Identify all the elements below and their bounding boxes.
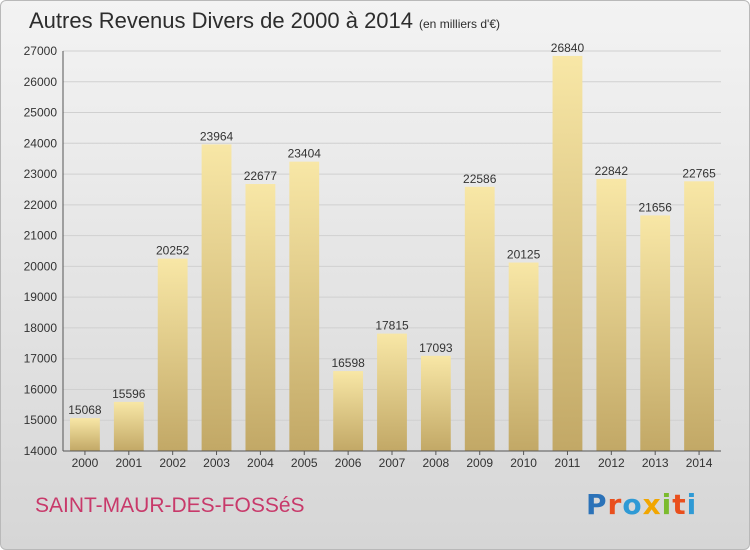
logo-letter: o xyxy=(622,488,643,521)
x-tick-label: 2008 xyxy=(423,456,450,470)
chart-unit: (en milliers d'€) xyxy=(419,17,500,31)
bar-2006 xyxy=(333,371,364,451)
x-tick-label: 2000 xyxy=(72,456,99,470)
y-tick-label: 18000 xyxy=(24,321,58,335)
data-label-2002: 20252 xyxy=(156,244,190,258)
y-tick-label: 25000 xyxy=(24,106,58,120)
y-tick-label: 16000 xyxy=(24,382,58,396)
bars: 15068 15596 20252 23964 22677 23404 16598 17815… xyxy=(68,41,716,452)
data-label-2003: 23964 xyxy=(200,129,234,143)
bar-2003 xyxy=(201,144,232,451)
bar-2005 xyxy=(289,161,320,451)
x-tick-label: 2001 xyxy=(115,456,142,470)
y-tick-label: 23000 xyxy=(24,167,58,181)
chart-title: Autres Revenus Divers de 2000 à 2014 (en … xyxy=(29,8,500,34)
y-tick-label: 19000 xyxy=(24,290,58,304)
city-name: SAINT-MAUR-DES-FOSSéS xyxy=(35,494,305,517)
x-tick-label: 2014 xyxy=(686,456,713,470)
data-label-2007: 17815 xyxy=(375,319,409,333)
data-label-2000: 15068 xyxy=(68,403,102,417)
y-tick-label: 22000 xyxy=(24,198,58,212)
y-tick-label: 24000 xyxy=(24,136,58,150)
x-tick-label: 2013 xyxy=(642,456,669,470)
x-tick-label: 2011 xyxy=(555,456,581,470)
x-tick-label: 2007 xyxy=(379,456,406,470)
bar-2007 xyxy=(377,333,407,451)
y-tick-label: 26000 xyxy=(24,75,58,89)
logo-letter: x xyxy=(642,488,662,521)
chart-title-text: Autres Revenus Divers de 2000 à 2014 xyxy=(29,8,414,33)
x-tick-label: 2006 xyxy=(335,456,362,470)
logo-letter: i xyxy=(686,488,698,521)
bar-2009 xyxy=(464,186,495,452)
bar-2004 xyxy=(245,184,276,451)
y-tick-label: 14000 xyxy=(24,444,58,458)
logo-letter: P xyxy=(586,488,608,521)
y-tick-label: 20000 xyxy=(24,259,58,273)
y-tick-label: 15000 xyxy=(24,413,58,427)
bar-2000 xyxy=(70,418,100,451)
x-tick-label: 2009 xyxy=(466,456,493,470)
y-tick-label: 21000 xyxy=(24,229,58,243)
data-label-2013: 21656 xyxy=(639,200,673,214)
data-label-2008: 17093 xyxy=(419,341,453,355)
x-tick-label: 2003 xyxy=(203,456,230,470)
bar-2013 xyxy=(640,215,671,451)
data-label-2009: 22586 xyxy=(463,172,497,186)
bar-2012 xyxy=(596,178,627,451)
bar-2014 xyxy=(684,181,714,452)
data-label-2005: 23404 xyxy=(288,147,322,161)
y-tick-label: 17000 xyxy=(24,352,58,366)
x-tick-label: 2005 xyxy=(291,456,318,470)
bar-2011 xyxy=(552,55,583,452)
data-label-2011: 26840 xyxy=(551,41,585,55)
proxiti-logo: Proxiti xyxy=(586,488,697,521)
bar-2002 xyxy=(157,258,188,451)
logo-letter: t xyxy=(672,488,687,521)
axes: 14000 15000 16000 17000 18000 19000 20000 21000… xyxy=(24,44,721,470)
bar-2010 xyxy=(508,262,539,451)
x-tick-label: 2010 xyxy=(510,456,537,470)
bar-2008 xyxy=(420,355,451,451)
x-tick-label: 2012 xyxy=(598,456,625,470)
data-label-2006: 16598 xyxy=(331,356,365,370)
data-label-2012: 22842 xyxy=(595,164,629,178)
data-label-2010: 20125 xyxy=(507,248,541,262)
y-tick-label: 27000 xyxy=(24,44,58,58)
x-tick-label: 2002 xyxy=(159,456,186,470)
bar-2001 xyxy=(113,401,144,451)
logo-letter: i xyxy=(661,488,673,521)
x-tick-label: 2004 xyxy=(247,456,274,470)
data-label-2004: 22677 xyxy=(244,169,278,183)
data-label-2001: 15596 xyxy=(112,387,146,401)
data-label-2014: 22765 xyxy=(682,166,716,180)
logo-letter: r xyxy=(607,488,623,521)
